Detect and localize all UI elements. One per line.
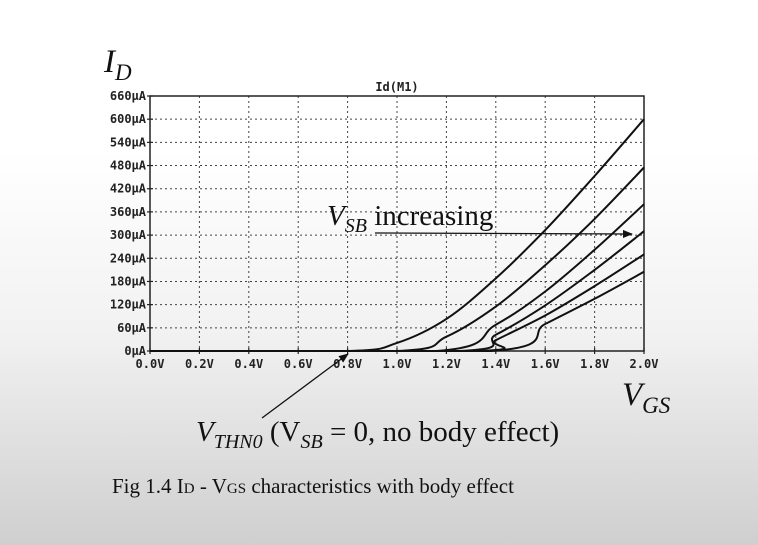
y-axis-label: ID (103, 44, 132, 85)
vthn0-arrow (261, 353, 349, 419)
vthn0-label: VTHN0 (VSB = 0, no body effect) (196, 416, 559, 453)
series-curve-5 (150, 253, 645, 352)
vsb-increasing-arrow (374, 229, 633, 238)
x-tick-label: 1.8V (580, 357, 609, 371)
x-tick-label: 1.4V (481, 357, 510, 371)
series-curve-2 (150, 166, 645, 352)
x-tick-label: 0.0V (136, 357, 165, 371)
x-axis-label: VGS (622, 377, 671, 418)
chart-title: Id(M1) (375, 80, 418, 94)
y-tick-label: 180µA (110, 274, 147, 288)
y-axis-ticks: 0µA 60µA 120µA 180µA 240µA 300µA 360µA 420µA 480… (110, 89, 153, 358)
y-tick-label: 120µA (110, 298, 147, 312)
series-curve-4 (150, 230, 645, 352)
x-tick-label: 1.0V (383, 357, 412, 371)
y-tick-label: 0µA (124, 344, 146, 358)
y-tick-label: 600µA (110, 112, 147, 126)
x-tick-label: 0.4V (234, 357, 263, 371)
figure-caption: Fig 1.4 ID - VGS characteristics with bo… (112, 474, 514, 498)
y-tick-label: 540µA (110, 135, 147, 149)
series-curve-6 (150, 270, 645, 352)
x-tick-label: 0.6V (284, 357, 313, 371)
id-vgs-chart: 0µA 60µA 120µA 180µA 240µA 300µA 360µA 420µA 480… (103, 44, 671, 453)
y-tick-label: 360µA (110, 205, 147, 219)
y-tick-label: 420µA (110, 182, 147, 196)
x-tick-label: 0.2V (185, 357, 214, 371)
y-tick-label: 60µA (117, 321, 147, 335)
x-tick-label: 1.6V (531, 357, 560, 371)
x-axis-ticks: 0.0V 0.2V 0.4V 0.6V 0.8V 1.0V 1.2V 1.4V 1.6V 1.8V… (136, 348, 659, 371)
series-curve-1 (150, 118, 645, 352)
series-curves (150, 118, 645, 352)
plot-grid (150, 96, 644, 351)
x-tick-label: 2.0V (630, 357, 659, 371)
vsb-increasing-label: VSB increasing (327, 200, 493, 237)
y-tick-label: 480µA (110, 159, 147, 173)
y-tick-label: 300µA (110, 228, 147, 242)
x-tick-label: 1.2V (432, 357, 461, 371)
y-tick-label: 660µA (110, 89, 147, 103)
y-tick-label: 240µA (110, 251, 147, 265)
series-curve-3 (150, 203, 645, 352)
x-tick-label: 0.8V (333, 357, 362, 371)
